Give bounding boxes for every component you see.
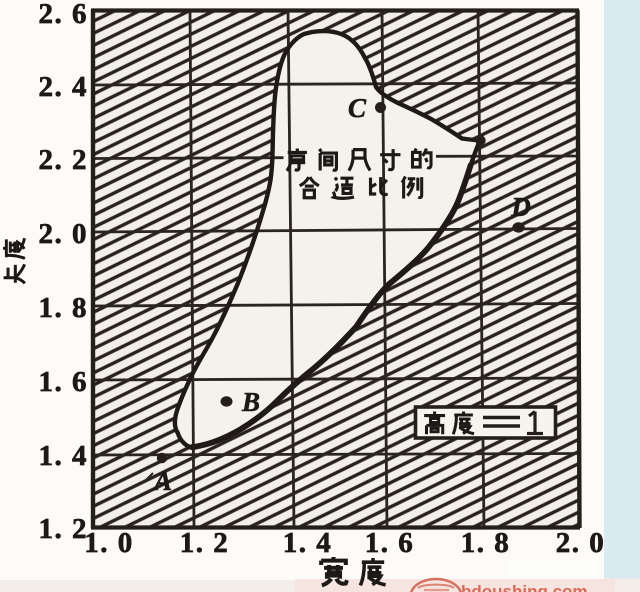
svg-text:2. 0: 2. 0 <box>556 527 606 559</box>
svg-text:1. 0: 1. 0 <box>84 527 134 559</box>
svg-text:2. 6: 2. 6 <box>39 0 89 30</box>
svg-text:A: A <box>152 466 172 496</box>
svg-text:2. 2: 2. 2 <box>39 144 89 176</box>
svg-text:1. 8: 1. 8 <box>39 292 89 324</box>
svg-text:1. 4: 1. 4 <box>283 527 333 559</box>
svg-text:C: C <box>348 93 367 123</box>
svg-text:bdoushing.com: bdoushing.com <box>461 582 588 592</box>
svg-text:1. 4: 1. 4 <box>39 440 89 472</box>
svg-text:D: D <box>510 192 531 222</box>
svg-text:1. 2: 1. 2 <box>39 513 89 545</box>
svg-text:1. 8: 1. 8 <box>461 527 511 559</box>
svg-text:2. 4: 2. 4 <box>39 71 89 103</box>
svg-text:1. 2: 1. 2 <box>180 527 230 559</box>
svg-text:2. 0: 2. 0 <box>39 218 89 250</box>
svg-text:B: B <box>241 387 260 417</box>
svg-text:1. 6: 1. 6 <box>39 366 89 398</box>
svg-text:1. 6: 1. 6 <box>365 527 415 559</box>
